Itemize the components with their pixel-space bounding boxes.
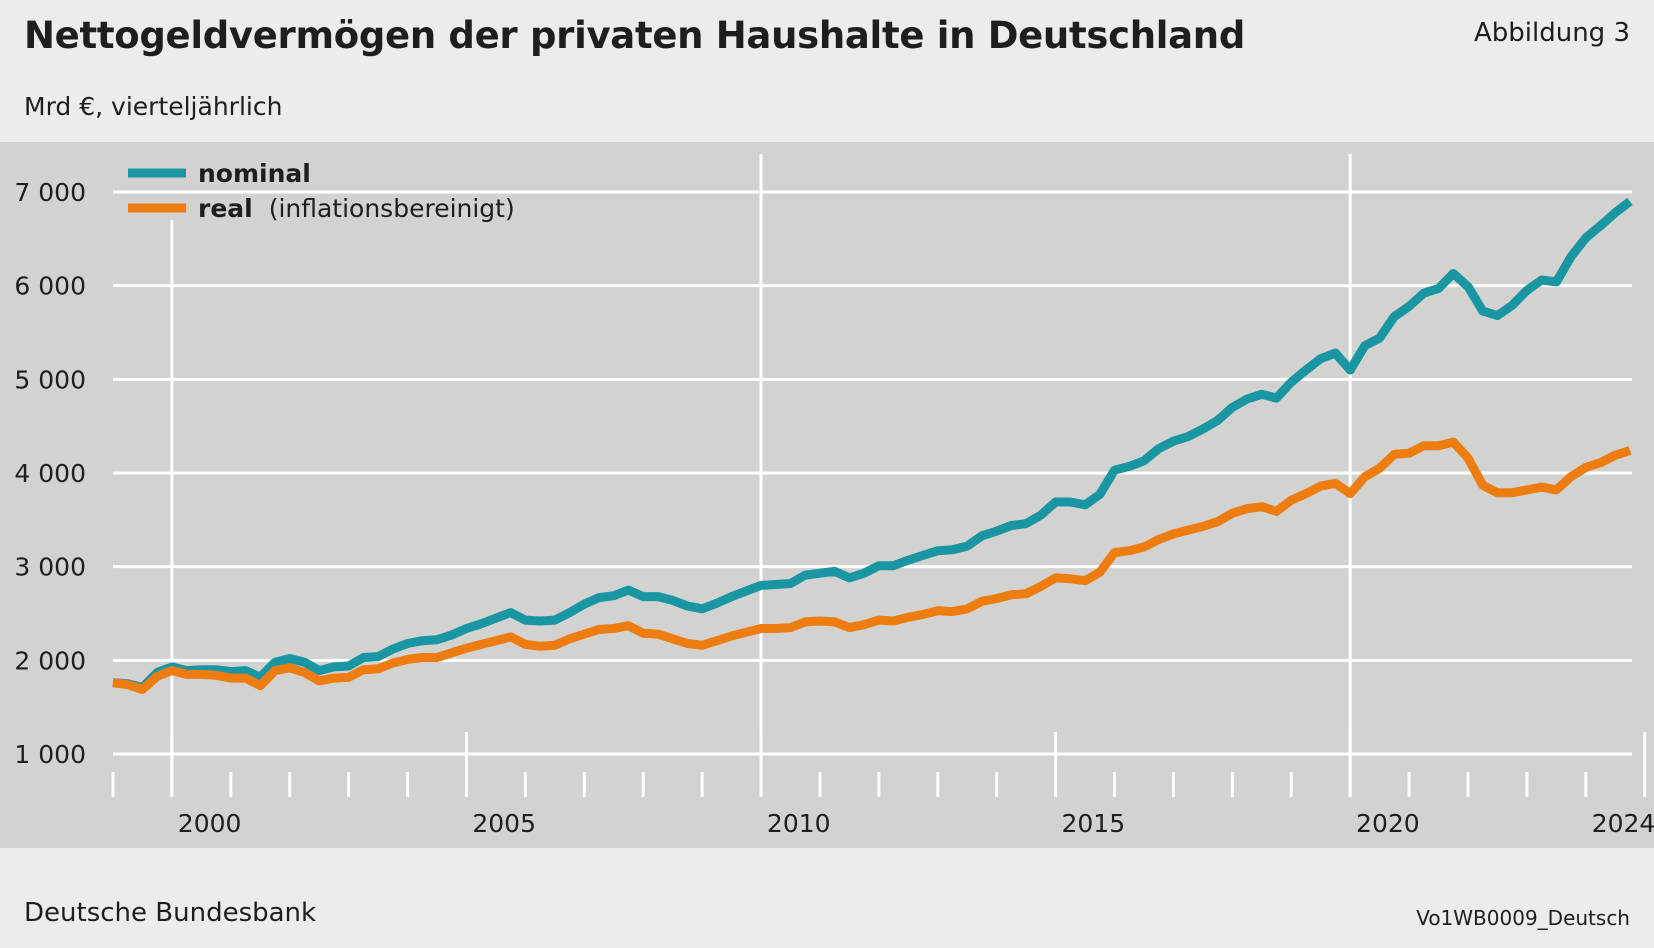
- legend-label-real-name: real: [198, 194, 253, 223]
- series-line-nominal: [112, 197, 1633, 692]
- chart-subtitle: Mrd €, vierteljährlich: [24, 92, 283, 121]
- y-tick-label: 5 000: [14, 365, 86, 394]
- plot-area: 1 000 2 000 3 000 4 000 5 000 6 000 7 000 2000 2…: [0, 142, 1654, 848]
- y-tick-label: 1 000: [14, 740, 86, 769]
- y-tick-label: 3 000: [14, 553, 86, 582]
- y-tick-label: 6 000: [14, 272, 86, 301]
- legend-label-nominal: nominal: [198, 159, 311, 188]
- x-tick-label: 2020: [1356, 809, 1420, 838]
- source-label: Deutsche Bundesbank: [24, 898, 317, 928]
- line-chart: 1 000 2 000 3 000 4 000 5 000 6 000 7 000 2000 2…: [14, 154, 1654, 838]
- y-tick-label: 7 000: [14, 178, 86, 207]
- chart-title: Nettogeldvermögen der privaten Haushalte…: [24, 14, 1246, 57]
- y-tick-label: 4 000: [14, 459, 86, 488]
- x-tick-label: 2005: [472, 809, 536, 838]
- figure-label: Abbildung 3: [1473, 18, 1630, 48]
- legend-label-real-suffix: (inflationsbereinigt): [269, 194, 515, 223]
- legend-label-real: real (inflationsbereinigt): [198, 194, 515, 223]
- series-line-real: [112, 437, 1632, 694]
- chart-code: Vo1WB0009_Deutsch: [1416, 906, 1630, 930]
- x-tick-label: 2015: [1061, 809, 1125, 838]
- x-tick-label: 2010: [767, 809, 831, 838]
- y-tick-label: 2 000: [14, 646, 86, 675]
- x-tick-label: 2000: [178, 809, 242, 838]
- x-tick-label: 2024: [1592, 809, 1654, 838]
